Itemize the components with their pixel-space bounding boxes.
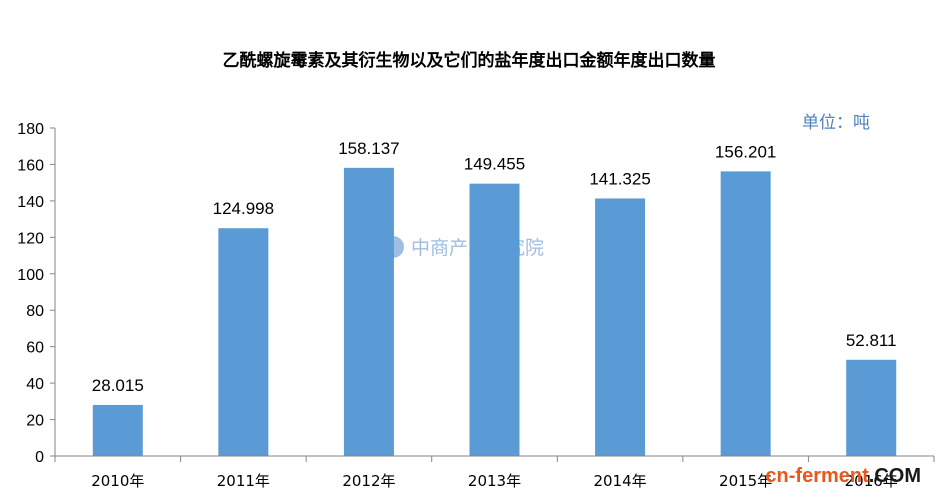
x-category-label: 2016年 <box>845 472 898 490</box>
y-tick-label: 120 <box>17 230 44 247</box>
bar-2012年 <box>343 167 394 457</box>
site-logo-suffix: .COM <box>869 465 921 487</box>
chart-title: 乙酰螺旋霉素及其衍生物以及它们的盐年度出口金额年度出口数量 <box>223 50 716 71</box>
y-tick-label: 160 <box>17 157 44 174</box>
site-logo-main: cn-ferment <box>765 465 869 487</box>
y-tick-label: 40 <box>26 376 44 393</box>
bar-2015年 <box>720 171 771 456</box>
x-category-label: 2014年 <box>593 472 646 490</box>
data-label: 156.201 <box>715 142 776 161</box>
bar-2013年 <box>469 183 520 456</box>
x-category-label: 2011年 <box>217 472 270 490</box>
bar-2010年 <box>92 404 143 456</box>
bar-2014年 <box>595 198 646 457</box>
y-tick-label: 80 <box>26 303 44 320</box>
y-tick-label: 60 <box>26 340 44 357</box>
x-category-label: 2010年 <box>91 472 144 490</box>
x-category-label: 2012年 <box>342 472 395 490</box>
x-category-label: 2013年 <box>468 472 521 490</box>
bars: 28.015 124.998 158.137 149.455 141.325 156.20… <box>92 139 897 457</box>
data-label: 141.325 <box>589 169 650 188</box>
data-label: 52.811 <box>846 331 897 350</box>
x-category-label: 2015年 <box>719 472 772 490</box>
y-tick-label: 0 <box>35 449 44 466</box>
site-logo: cn-ferment.COM <box>765 465 921 487</box>
data-label: 149.455 <box>464 155 525 174</box>
bar-2011年 <box>218 228 269 456</box>
y-tick-label: 20 <box>26 413 44 430</box>
data-label: 124.998 <box>213 199 274 218</box>
y-tick-label: 180 <box>17 121 44 138</box>
data-label: 28.015 <box>92 376 144 395</box>
y-axis: 0 20 40 60 80 100 120 140 160 180 <box>17 121 56 466</box>
data-label: 158.137 <box>338 139 399 158</box>
bar-2016年 <box>846 359 897 456</box>
x-axis: 2010年 2011年 2012年 2013年 2014年 2015年 2016年 <box>54 455 935 490</box>
watermark: 中商产业研究院 <box>382 236 544 259</box>
unit-label: 单位：吨 <box>802 113 870 133</box>
y-tick-label: 100 <box>17 267 44 284</box>
y-tick-label: 140 <box>17 194 44 211</box>
